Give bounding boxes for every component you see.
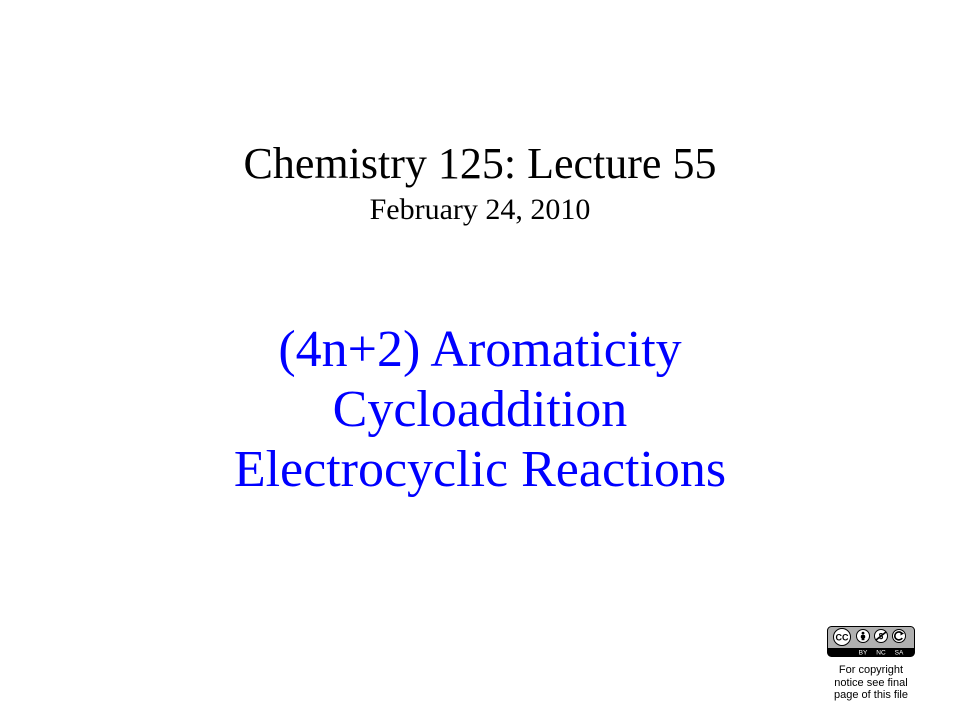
topic-line-1: (4n+2) Aromaticity: [0, 320, 960, 380]
lecture-date: February 24, 2010: [0, 192, 960, 228]
license-caption-line-1: For copyright: [806, 664, 936, 677]
license-caption-line-2: notice see final: [806, 677, 936, 690]
license-caption-line-3: page of this file: [806, 689, 936, 702]
license-caption: For copyright notice see final page of t…: [806, 664, 936, 702]
topic-line-3: Electrocyclic Reactions: [0, 440, 960, 500]
license-block: CC $ BY NC SA For copyright: [806, 626, 936, 702]
topic-line-2: Cycloaddition: [0, 380, 960, 440]
cc-by-label: BY: [859, 650, 868, 657]
topic-block: (4n+2) Aromaticity Cycloaddition Electro…: [0, 320, 960, 499]
svg-text:CC: CC: [836, 633, 849, 643]
header-block: Chemistry 125: Lecture 55 February 24, 2…: [0, 140, 960, 228]
cc-badge-icon: CC $ BY NC SA: [827, 626, 915, 662]
slide: Chemistry 125: Lecture 55 February 24, 2…: [0, 0, 960, 720]
cc-sa-label: SA: [895, 650, 904, 657]
course-title: Chemistry 125: Lecture 55: [0, 140, 960, 188]
cc-nc-label: NC: [876, 650, 886, 657]
